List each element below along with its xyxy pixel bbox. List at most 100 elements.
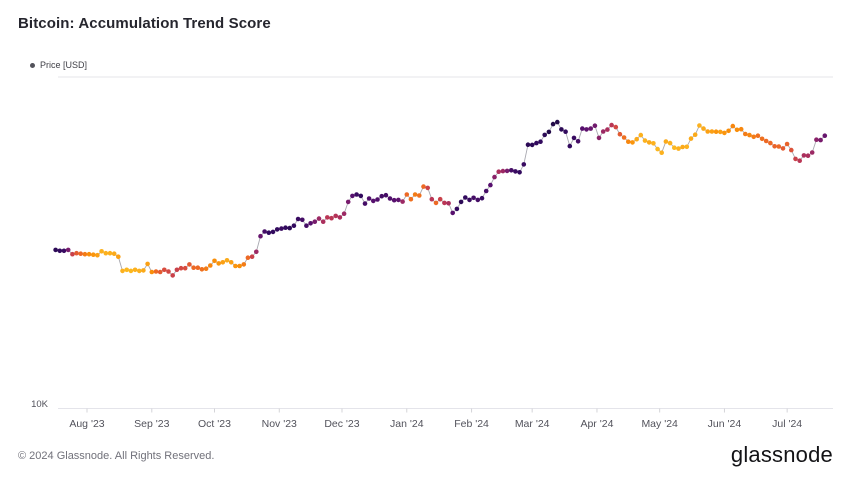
data-point: [74, 250, 79, 256]
data-point: [555, 119, 560, 125]
data-point: [722, 130, 727, 136]
data-point: [162, 267, 167, 273]
data-point: [433, 200, 439, 206]
data-point: [408, 196, 414, 202]
data-point: [718, 129, 723, 135]
data-point: [350, 193, 355, 199]
data-point: [463, 195, 468, 200]
x-axis-label: Feb '24: [454, 418, 489, 430]
data-point: [91, 252, 96, 257]
data-point: [153, 269, 159, 274]
data-point: [605, 127, 610, 132]
legend-price-usd[interactable]: Price [USD]: [30, 60, 87, 70]
data-point: [575, 139, 581, 144]
data-point: [237, 263, 242, 269]
data-point: [525, 142, 531, 147]
data-point: [780, 146, 786, 151]
data-point: [203, 266, 209, 272]
data-point: [500, 168, 506, 174]
data-point: [366, 196, 372, 201]
data-point: [630, 140, 635, 145]
data-point: [751, 134, 756, 140]
data-point: [659, 150, 664, 155]
page-title: Bitcoin: Accumulation Trend Score: [18, 15, 271, 32]
data-point: [626, 139, 631, 144]
data-point: [404, 192, 410, 197]
data-point: [145, 261, 150, 267]
x-axis-label: Apr '24: [580, 418, 613, 430]
data-point: [475, 197, 481, 203]
data-point: [442, 200, 447, 206]
data-point: [333, 213, 339, 219]
data-point: [166, 269, 171, 274]
data-point: [521, 162, 527, 167]
data-point: [400, 199, 405, 204]
data-point: [509, 168, 514, 173]
data-point: [274, 227, 280, 232]
data-point: [458, 199, 464, 205]
data-point: [621, 135, 627, 140]
data-point: [308, 221, 313, 226]
data-point: [538, 139, 543, 144]
legend-label: Price [USD]: [40, 60, 88, 70]
data-point: [596, 135, 602, 141]
data-point: [692, 132, 698, 137]
data-point: [446, 201, 451, 206]
data-point: [567, 143, 573, 149]
price-scatter-chart[interactable]: 10K Aug '23 Sep '23 Oct '23 Nov '23 Dec '23 Ja…: [0, 0, 850, 440]
x-axis-label: Dec '23: [324, 418, 359, 430]
data-point: [726, 128, 731, 134]
data-point: [580, 126, 585, 131]
data-point: [320, 219, 326, 224]
data-point: [95, 252, 100, 258]
data-point: [513, 169, 518, 174]
data-point: [479, 195, 485, 201]
data-point: [759, 136, 765, 142]
data-point: [358, 193, 364, 199]
data-point: [421, 184, 426, 189]
data-point: [187, 262, 192, 267]
data-point: [182, 265, 188, 271]
x-axis-label: May '24: [641, 418, 678, 430]
data-point: [174, 267, 180, 273]
x-axis-label: Mar '24: [515, 418, 550, 430]
x-axis-label: Jun '24: [708, 418, 742, 430]
data-point: [337, 215, 343, 220]
data-point: [651, 141, 656, 146]
data-point: [701, 126, 706, 131]
data-point: [688, 136, 694, 141]
data-point: [312, 219, 318, 224]
data-point: [417, 193, 422, 198]
x-axis-label: Jul '24: [772, 418, 802, 430]
data-point: [429, 196, 435, 202]
data-point: [241, 262, 247, 267]
data-point: [563, 129, 568, 134]
data-point: [383, 192, 389, 198]
x-axis-label: Oct '23: [198, 418, 231, 430]
data-point: [609, 122, 614, 128]
data-point: [454, 206, 460, 212]
data-point: [546, 129, 552, 135]
data-point: [228, 260, 234, 265]
data-point: [734, 127, 740, 133]
data-point: [588, 126, 593, 131]
data-point: [208, 263, 213, 268]
data-point: [141, 268, 146, 273]
data-point: [287, 225, 293, 231]
data-point: [814, 137, 819, 142]
data-point: [120, 268, 125, 274]
data-point: [53, 247, 58, 253]
data-point: [763, 138, 769, 144]
data-point: [713, 129, 719, 134]
data-point: [738, 126, 744, 132]
data-point: [216, 261, 221, 266]
data-point: [529, 142, 535, 148]
data-point: [316, 216, 322, 221]
data-point: [149, 269, 155, 275]
data-point: [789, 147, 794, 153]
data-point: [249, 254, 255, 259]
data-point: [467, 197, 472, 203]
data-point: [600, 129, 606, 134]
data-point: [809, 150, 815, 155]
data-point: [818, 137, 823, 143]
